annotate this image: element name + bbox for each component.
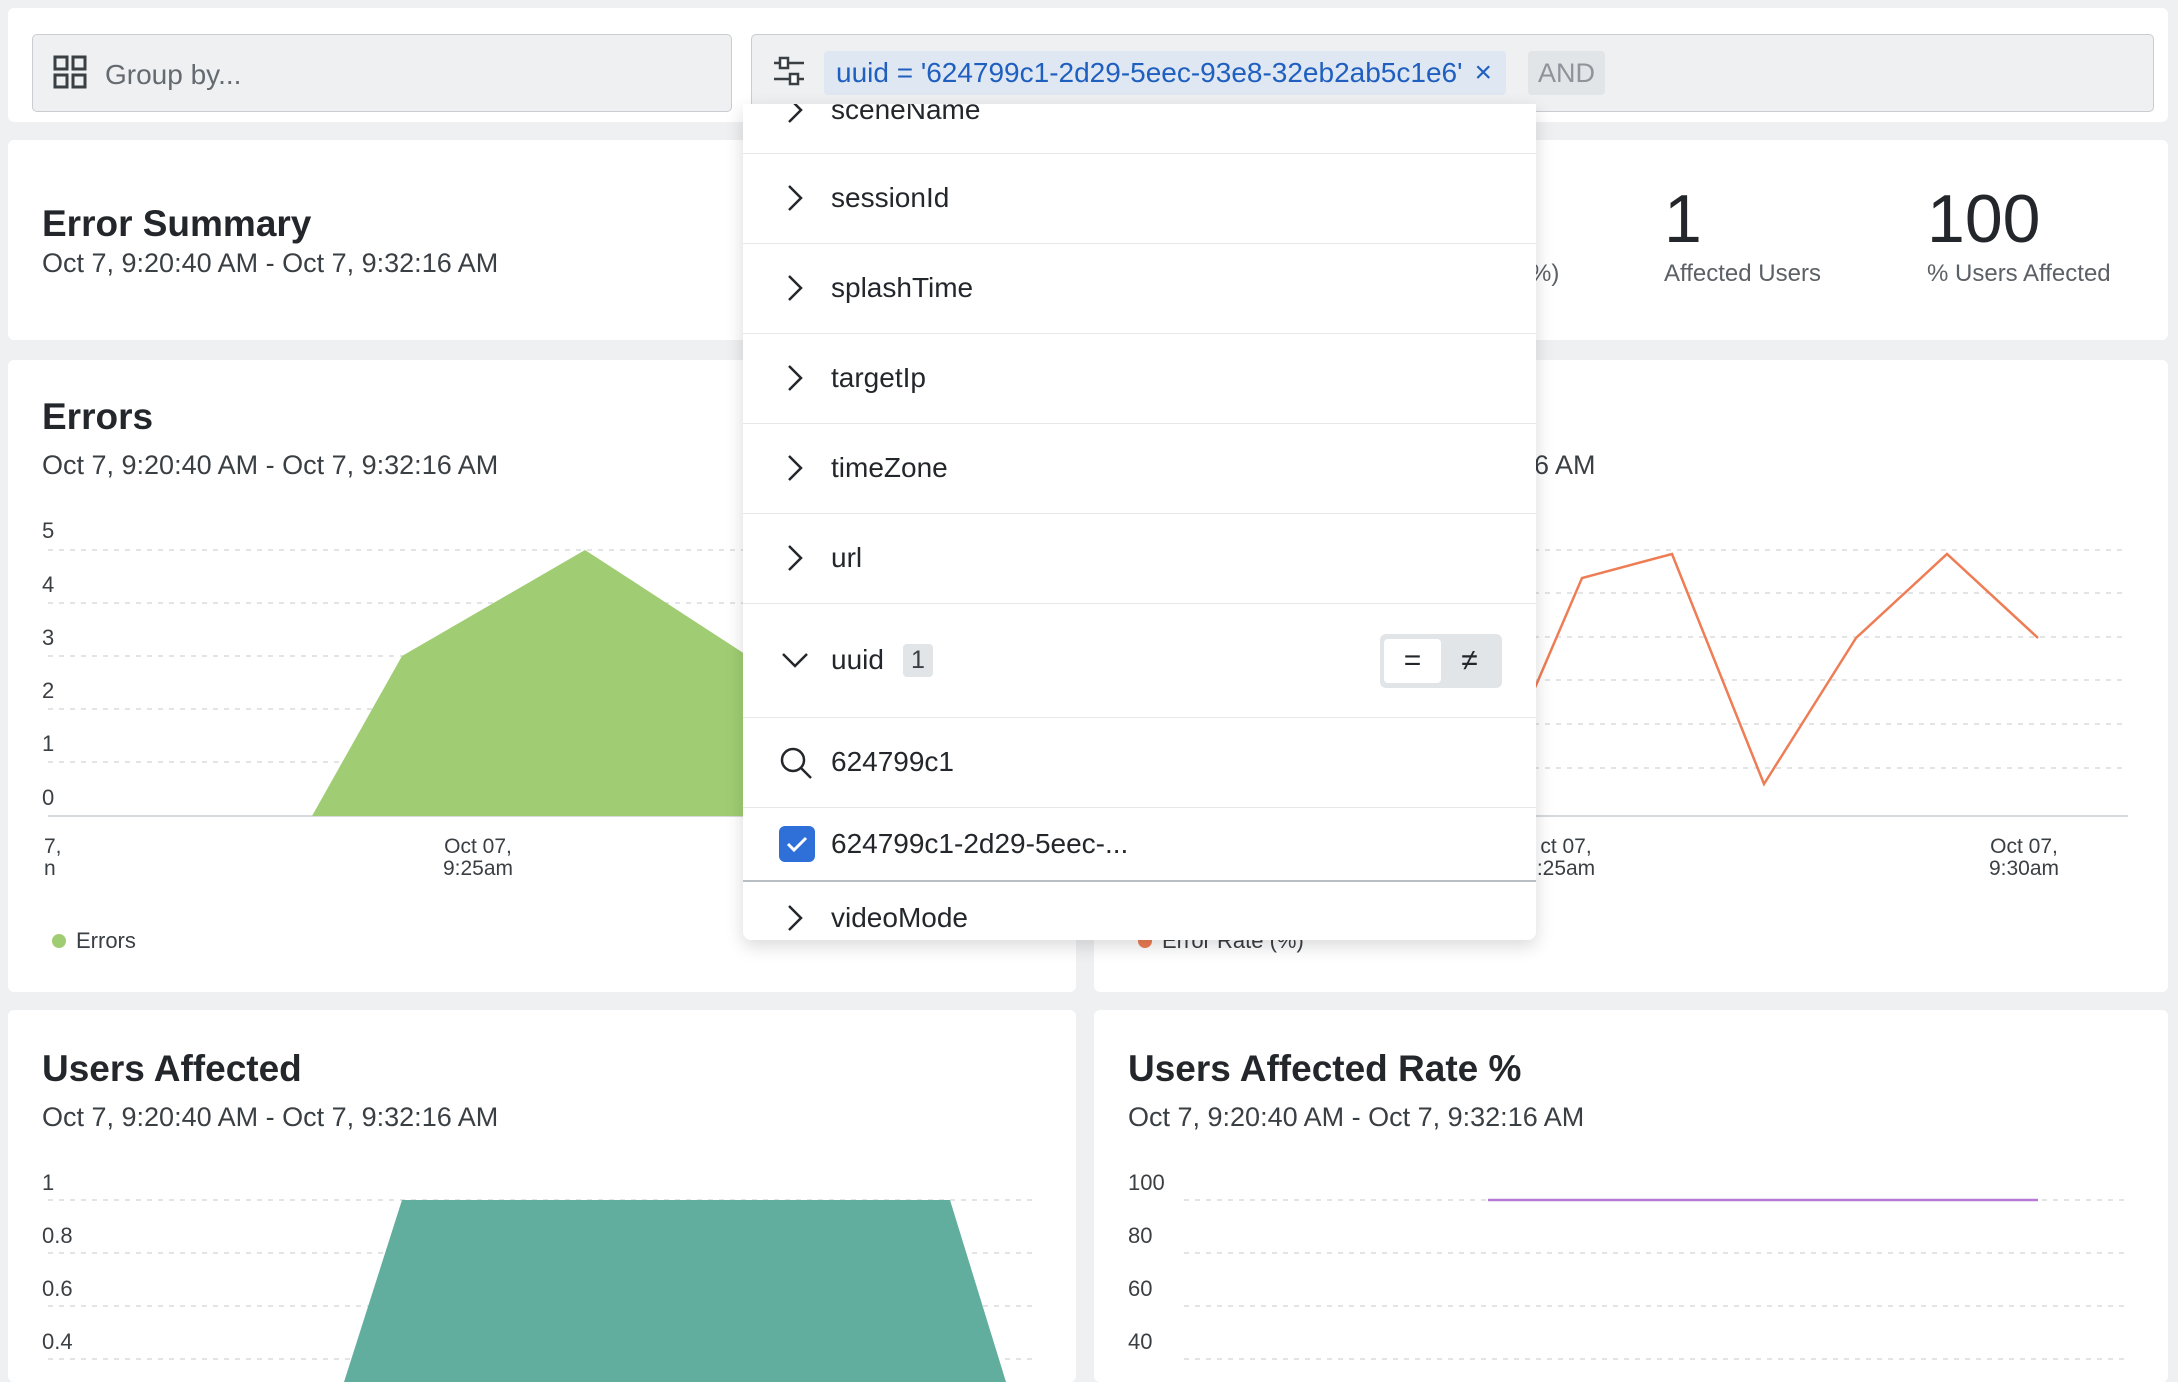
y-tick: 4 [42,572,55,597]
value-option-row[interactable]: 624799c1-2d29-5eec-... [743,808,1536,882]
y-tick: 1 [42,1170,55,1195]
date-range: Oct 7, 9:20:40 AM - Oct 7, 9:32:16 AM [42,450,499,480]
chevron-right-icon [788,545,803,571]
chevron-down-icon [782,653,808,668]
checkbox-checked[interactable] [779,826,815,862]
users-affected-area [344,1200,1006,1382]
dropdown-item-sessionid[interactable]: sessionId [743,154,1536,244]
y-tick: 40 [1128,1329,1153,1354]
date-range: Oct 7, 9:20:40 AM - Oct 7, 9:32:16 AM [42,248,499,278]
value-option-label: 624799c1-2d29-5eec-... [831,828,1129,859]
y-tick: 60 [1128,1276,1153,1301]
errors-area [312,550,748,816]
users-affected-rate-card: Users Affected Rate % Oct 7, 9:20:40 AM … [1094,1010,2168,1382]
search-icon [780,747,812,779]
dropdown-item-label: sessionId [831,182,950,213]
card-title: Error Summary [42,203,312,244]
value-search-input[interactable]: 624799c1 [831,746,955,777]
and-operator-button[interactable]: AND [1528,51,1606,95]
filter-toolbar: Group by... uuid = '624799c1-2d29-5eec-9… [8,8,2168,122]
users-affected-rate-chart [1184,1198,2128,1360]
dropdown-item-url[interactable]: url [743,514,1536,604]
users-affected-chart [48,1199,1038,1382]
filter-settings-icon [774,56,804,86]
y-tick: 0.4 [42,1329,73,1354]
filter-key-dropdown: sceneName sessionId splashTime targetIp … [743,104,1536,940]
dropdown-item-label: timeZone [831,452,948,483]
operator-toggle: = ≠ [1380,634,1502,688]
card-title: Users Affected [42,1048,302,1089]
dropdown-item-label: videoMode [831,902,968,933]
affected-users-label: Affected Users [1664,260,1821,287]
filter-input[interactable]: uuid = '624799c1-2d29-5eec-93e8-32eb2ab5… [751,34,2154,112]
dropdown-item-videomode[interactable]: videoMode [743,882,1536,940]
check-icon [786,836,808,853]
filter-chip[interactable]: uuid = '624799c1-2d29-5eec-93e8-32eb2ab5… [824,51,1506,95]
dropdown-item-timezone[interactable]: timeZone [743,424,1536,514]
chevron-right-icon [788,365,803,391]
dropdown-item-label: sceneName [831,104,981,125]
close-icon[interactable]: × [1474,56,1492,89]
group-by-input[interactable]: Group by... [32,34,732,112]
y-tick: 100 [1128,1170,1165,1195]
grid-icon [53,55,87,89]
card-title: Errors [42,396,154,437]
y-tick: 2 [42,678,55,703]
y-tick: 0.6 [42,1276,73,1301]
legend-dot [52,934,66,948]
filter-chip-label: uuid = '624799c1-2d29-5eec-93e8-32eb2ab5… [836,57,1463,88]
dropdown-item-label: splashTime [831,272,974,303]
dropdown-item-label: uuid [831,644,884,675]
chevron-right-icon [788,185,803,211]
users-affected-card: Users Affected Oct 7, 9:20:40 AM - Oct 7… [8,1010,1076,1382]
y-tick: 0 [42,785,55,810]
y-tick: 3 [42,625,55,650]
error-rate-chart [1532,549,2128,817]
x-tick: ct 07,:25am [1536,835,1596,880]
x-tick: 7, n [44,835,62,880]
legend-label: Errors [76,928,136,953]
y-tick: 0.8 [42,1223,73,1248]
chart-legend[interactable]: Errors [52,928,136,954]
users-affected-pct-value: 100 [1927,181,2041,257]
dropdown-item-targetip[interactable]: targetIp [743,334,1536,424]
dropdown-item-label: url [831,542,863,573]
chevron-right-icon [788,275,803,301]
y-tick: 1 [42,731,55,756]
date-range: Oct 7, 9:20:40 AM - Oct 7, 9:32:16 AM [1128,1102,1585,1132]
date-range: Oct 7, 9:20:40 AM - Oct 7, 9:32:16 AM [42,1102,499,1132]
equal-operator-button[interactable]: = [1384,639,1441,683]
y-tick: 5 [42,518,55,543]
x-tick: Oct 07, 9:25am [442,835,514,880]
y-tick: 80 [1128,1223,1153,1248]
not-equal-operator-button[interactable]: ≠ [1461,644,1478,677]
users-affected-pct-label: % Users Affected [1927,260,2111,287]
affected-users-value: 1 [1664,181,1702,257]
selected-count-badge: 1 [903,644,933,677]
group-by-placeholder: Group by... [105,59,242,90]
chevron-right-icon [788,455,803,481]
date-range-partial: 6 AM [1534,450,1596,480]
chevron-right-icon [788,104,803,123]
dropdown-item-uuid[interactable]: uuid 1 = ≠ [743,604,1536,718]
dropdown-item-splashtime[interactable]: splashTime [743,244,1536,334]
dropdown-item-label: targetIp [831,362,926,393]
dropdown-item-scenename[interactable]: sceneName [743,104,1536,154]
card-title: Users Affected Rate % [1128,1048,1522,1089]
chevron-right-icon [788,905,803,931]
value-search-row[interactable]: 624799c1 [743,718,1536,808]
x-tick: Oct 07, 9:30am [1988,835,2060,880]
error-rate-line [1532,552,2039,787]
